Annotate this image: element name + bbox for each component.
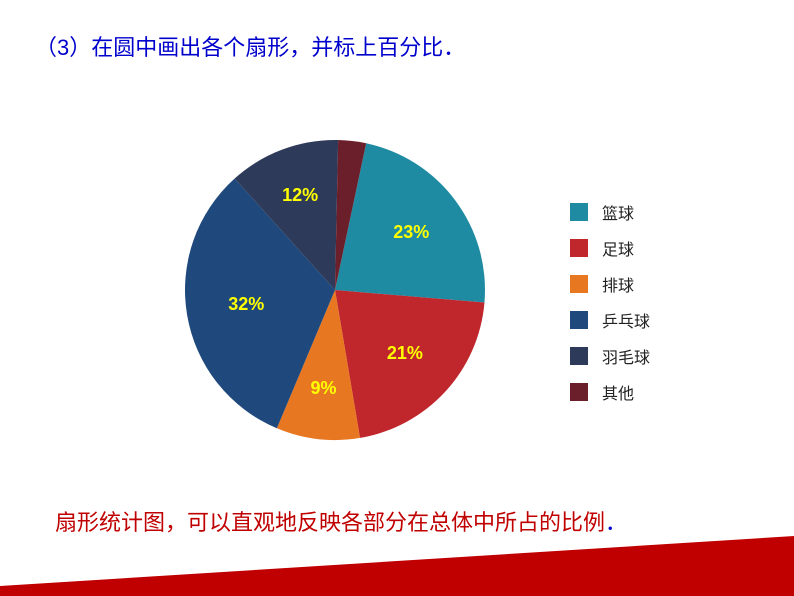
caption: 扇形统计图，可以直观地反映各部分在总体中所占的比例． [55,505,627,537]
pie-label: 12% [282,185,318,205]
legend-swatch [570,383,588,401]
legend-label: 其他 [602,380,634,404]
legend-swatch [570,203,588,221]
legend-label: 足球 [602,236,634,260]
legend-swatch [570,311,588,329]
legend-item: 篮球 [570,200,650,224]
pie-label: 21% [387,343,423,363]
pie-slice [335,290,484,438]
legend-item: 其他 [570,380,650,404]
legend-item: 排球 [570,272,650,296]
legend-item: 足球 [570,236,650,260]
pie-svg: 23%21%9%32%12%3% [180,135,490,445]
pie-label: 23% [393,222,429,242]
legend-swatch [570,239,588,257]
page-title: （3）在圆中画出各个扇形，并标上百分比． [35,30,465,62]
caption-dot: ． [605,510,627,535]
caption-text: 扇形统计图，可以直观地反映各部分在总体中所占的比例 [55,510,605,535]
legend-item: 乒乓球 [570,308,650,332]
legend: 篮球足球排球乒乓球羽毛球其他 [570,200,650,416]
legend-label: 排球 [602,272,634,296]
legend-swatch [570,347,588,365]
legend-label: 羽毛球 [602,344,650,368]
legend-label: 篮球 [602,200,634,224]
legend-label: 乒乓球 [602,308,650,332]
pie-label: 9% [310,378,336,398]
pie-label: 32% [228,294,264,314]
legend-item: 羽毛球 [570,344,650,368]
pie-chart: 23%21%9%32%12%3% [180,135,490,445]
legend-swatch [570,275,588,293]
